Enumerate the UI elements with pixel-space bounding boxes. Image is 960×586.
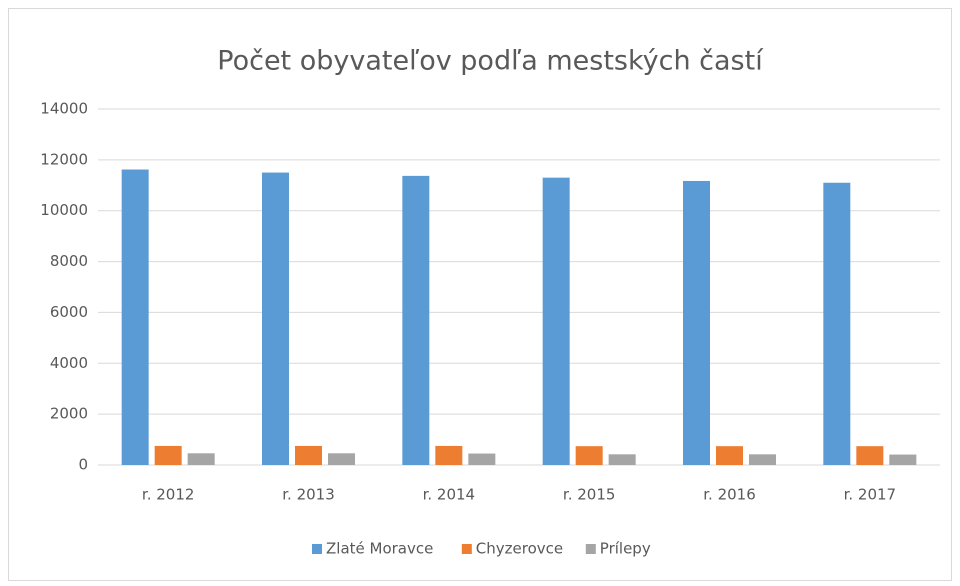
bar bbox=[468, 453, 496, 465]
y-tick-label: 6000 bbox=[50, 303, 88, 321]
y-tick-label: 8000 bbox=[50, 252, 88, 270]
bar bbox=[716, 446, 743, 465]
legend-label: Prílepy bbox=[600, 540, 651, 558]
legend-label: Zlaté Moravce bbox=[326, 540, 433, 558]
y-tick-label: 2000 bbox=[50, 405, 88, 423]
legend-label: Chyzerovce bbox=[476, 540, 563, 558]
x-tick-label: r. 2017 bbox=[844, 486, 897, 504]
bar bbox=[295, 445, 322, 465]
bar bbox=[435, 445, 463, 465]
x-tick-label: r. 2014 bbox=[423, 486, 476, 504]
bar bbox=[121, 169, 149, 465]
y-tick-label: 14000 bbox=[40, 100, 88, 118]
bar bbox=[823, 182, 851, 465]
legend-swatch bbox=[461, 544, 472, 554]
x-tick-label: r. 2015 bbox=[563, 486, 616, 504]
bar bbox=[856, 446, 884, 465]
bar bbox=[262, 172, 289, 466]
bar bbox=[575, 446, 603, 465]
y-tick-label: 12000 bbox=[40, 150, 88, 168]
bar bbox=[542, 177, 570, 465]
y-tick-label: 4000 bbox=[50, 354, 88, 372]
x-tick-label: r. 2013 bbox=[282, 486, 335, 504]
bar bbox=[154, 445, 182, 465]
bar bbox=[749, 454, 776, 465]
legend-swatch bbox=[585, 544, 596, 554]
bar bbox=[187, 453, 215, 465]
bar bbox=[328, 453, 355, 465]
x-tick-label: r. 2016 bbox=[703, 486, 756, 504]
legend-swatch bbox=[312, 544, 322, 554]
y-tick-label: 0 bbox=[78, 456, 88, 474]
chart-frame bbox=[8, 8, 952, 581]
bar bbox=[889, 454, 917, 465]
bar bbox=[402, 175, 430, 465]
y-tick-label: 10000 bbox=[40, 201, 88, 219]
bar bbox=[608, 454, 636, 465]
bar bbox=[683, 180, 710, 465]
x-tick-label: r. 2012 bbox=[142, 486, 195, 504]
chart-title: Počet obyvateľov podľa mestských častí bbox=[217, 46, 764, 77]
